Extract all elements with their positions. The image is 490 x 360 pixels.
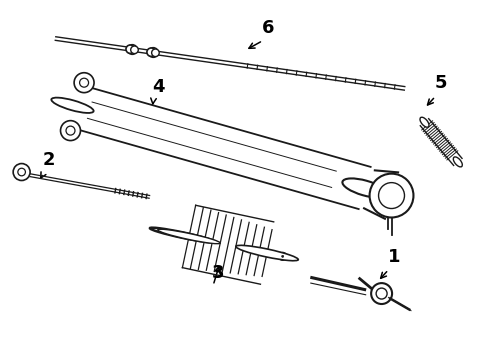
Circle shape xyxy=(66,126,75,135)
Polygon shape xyxy=(67,84,370,209)
Circle shape xyxy=(18,168,25,176)
Circle shape xyxy=(279,253,287,260)
Circle shape xyxy=(79,78,89,87)
Ellipse shape xyxy=(236,246,298,261)
Text: 6: 6 xyxy=(262,19,274,37)
Polygon shape xyxy=(182,205,274,284)
Ellipse shape xyxy=(150,228,216,243)
Text: 5: 5 xyxy=(435,75,447,93)
Ellipse shape xyxy=(51,98,94,113)
Ellipse shape xyxy=(453,157,463,167)
Circle shape xyxy=(127,45,137,54)
Circle shape xyxy=(126,45,134,53)
Circle shape xyxy=(282,255,284,257)
Circle shape xyxy=(74,73,94,93)
Circle shape xyxy=(131,46,138,54)
Circle shape xyxy=(379,183,404,208)
Ellipse shape xyxy=(420,117,429,127)
Circle shape xyxy=(371,283,392,304)
Ellipse shape xyxy=(159,230,212,242)
Text: 4: 4 xyxy=(152,78,165,96)
Circle shape xyxy=(369,174,414,217)
Circle shape xyxy=(148,48,158,57)
Circle shape xyxy=(147,48,155,57)
Circle shape xyxy=(376,288,387,299)
Circle shape xyxy=(13,163,30,180)
Circle shape xyxy=(151,49,159,57)
Ellipse shape xyxy=(158,229,220,244)
Ellipse shape xyxy=(343,179,387,198)
Text: 3: 3 xyxy=(212,264,224,282)
Text: 1: 1 xyxy=(388,248,400,266)
Circle shape xyxy=(61,121,80,140)
Text: 2: 2 xyxy=(43,151,55,169)
